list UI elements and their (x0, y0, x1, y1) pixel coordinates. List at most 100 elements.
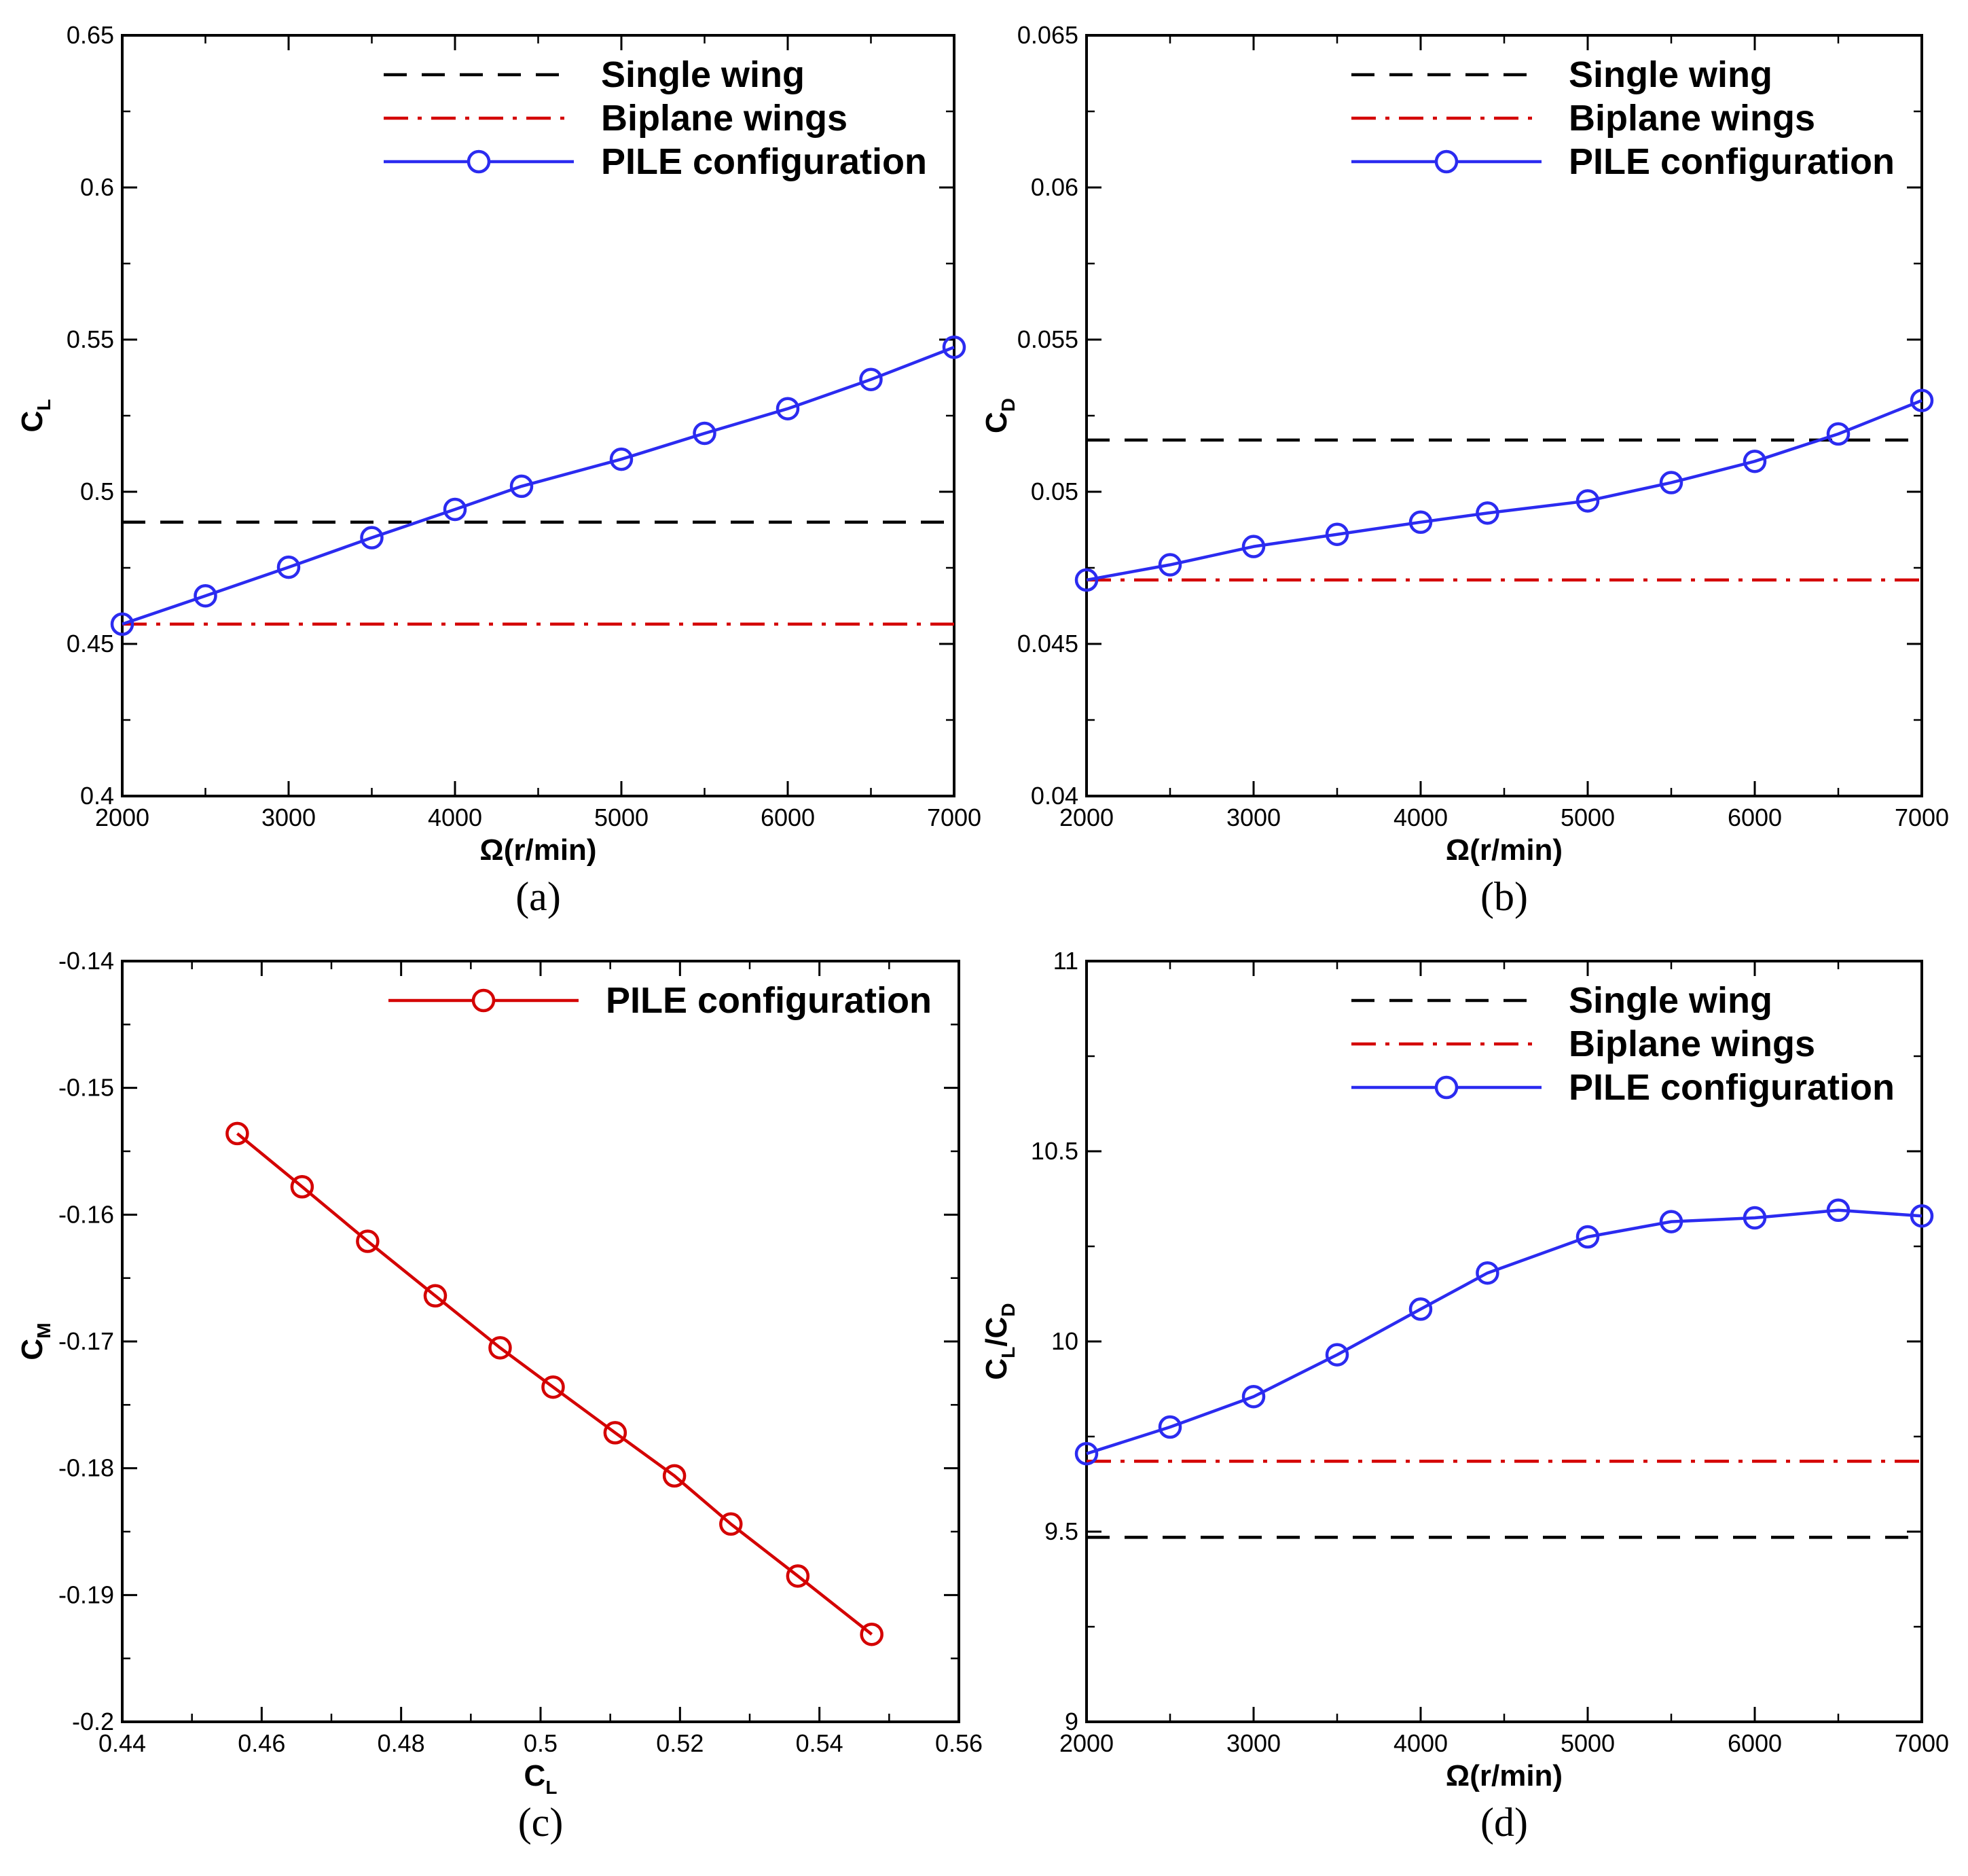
data-point (1241, 535, 1266, 558)
x-tick-label: 2000 (95, 804, 149, 831)
legend-label: PILE configuration (1569, 1067, 1895, 1108)
y-tick-label: 0.45 (67, 630, 114, 657)
legend-marker (467, 149, 491, 174)
x-tick-label: 7000 (1895, 1729, 1949, 1757)
y-axis-label: CL/CD (980, 1303, 1019, 1379)
data-point (1408, 510, 1433, 535)
data-point (194, 583, 217, 608)
series-pile-configuration (1074, 1198, 1934, 1466)
y-tick-label: 0.055 (1017, 325, 1078, 353)
y-tick-label: 0.065 (1017, 21, 1078, 49)
x-axis-label: CL (524, 1759, 558, 1798)
x-tick-label: 2000 (1059, 1729, 1114, 1757)
legend-label: Single wing (601, 54, 805, 95)
legend-marker (1434, 1075, 1459, 1100)
panel-caption: (c) (518, 1800, 564, 1845)
x-axis-label: Ω(r/min) (479, 833, 596, 867)
legend-label: PILE configuration (606, 980, 932, 1021)
data-point (609, 447, 634, 471)
panel-caption: (d) (1480, 1800, 1528, 1845)
data-point (942, 335, 966, 359)
y-tick-label: 0.04 (1031, 782, 1078, 810)
chart-panel-c: 0.44 0.46 0.48 0.5 0.52 0.54 0.56 -0.2 -0.19 -0.1… (16, 947, 983, 1845)
series-line (122, 346, 955, 626)
series-pile-configuration (110, 335, 966, 636)
data-point (276, 555, 301, 579)
x-tick-label: 2000 (1059, 804, 1114, 831)
legend-label: PILE configuration (1569, 141, 1895, 182)
y-tick-label: -0.16 (58, 1200, 114, 1228)
data-point (860, 1622, 883, 1646)
data-point (1659, 1210, 1683, 1233)
data-point (443, 497, 467, 522)
data-point (719, 1512, 743, 1536)
data-point (1074, 1441, 1099, 1466)
data-point (1743, 449, 1767, 473)
y-tick-label: 10.5 (1031, 1137, 1078, 1165)
y-tick-label: 0.6 (80, 173, 114, 201)
x-tick-label: 5000 (1561, 1729, 1615, 1757)
legend-label: PILE configuration (601, 141, 927, 182)
data-point (786, 1564, 810, 1588)
x-tick-label: 5000 (1561, 804, 1615, 831)
x-tick-label: 4000 (1393, 1729, 1448, 1757)
x-tick-label: 0.52 (656, 1729, 704, 1757)
legend-label: Biplane wings (601, 98, 848, 139)
y-tick-label: -0.2 (72, 1708, 114, 1735)
x-tick-label: 4000 (428, 804, 482, 831)
x-tick-label: 4000 (1393, 804, 1448, 831)
data-point (423, 1284, 448, 1308)
data-point (509, 474, 534, 499)
y-tick-label: -0.17 (58, 1327, 114, 1355)
x-tick-label: 6000 (761, 804, 815, 831)
y-tick-label: -0.19 (58, 1581, 114, 1608)
data-point (1241, 1384, 1266, 1409)
data-point (1325, 1343, 1349, 1367)
x-tick-label: 3000 (1226, 804, 1281, 831)
y-tick-label: 0.045 (1017, 630, 1078, 657)
legend-label: Single wing (1569, 54, 1772, 95)
y-tick-label: 0.65 (67, 21, 114, 49)
series-pile-configuration (1074, 389, 1934, 592)
series-line (1086, 1208, 1923, 1456)
x-tick-label: 0.5 (524, 1729, 558, 1757)
x-axis-label: Ω(r/min) (1446, 1759, 1563, 1792)
x-tick-label: 0.48 (378, 1729, 425, 1757)
legend-label: Biplane wings (1569, 98, 1815, 139)
y-tick-label: -0.18 (58, 1454, 114, 1482)
data-point (360, 526, 384, 549)
data-point (1659, 471, 1683, 494)
data-point (1158, 1415, 1182, 1439)
data-point (1575, 489, 1600, 513)
y-tick-label: 0.06 (1031, 173, 1078, 201)
x-tick-label: 0.44 (98, 1729, 146, 1757)
legend-label: Single wing (1569, 980, 1772, 1021)
series-line (1086, 399, 1923, 582)
data-point (1325, 522, 1349, 546)
data-point (1826, 1198, 1851, 1223)
data-point (1743, 1206, 1767, 1230)
y-tick-label: 10 (1051, 1327, 1078, 1355)
y-tick-label: 11 (1053, 947, 1078, 975)
x-tick-label: 3000 (261, 804, 316, 831)
data-point (290, 1175, 314, 1199)
y-axis-label: CL (16, 399, 54, 433)
x-tick-label: 7000 (927, 804, 981, 831)
y-tick-label: -0.15 (58, 1074, 114, 1102)
data-point (110, 612, 134, 636)
x-tick-label: 0.54 (796, 1729, 843, 1757)
y-axis-label: CM (16, 1322, 54, 1360)
data-point (603, 1421, 627, 1445)
y-tick-label: 9.5 (1044, 1517, 1078, 1545)
x-tick-label: 0.56 (935, 1729, 983, 1757)
x-axis-label: Ω(r/min) (1446, 833, 1563, 867)
y-tick-label: 0.4 (80, 782, 114, 810)
x-tick-label: 7000 (1895, 804, 1949, 831)
data-point (1910, 389, 1934, 412)
plot-frame (121, 960, 960, 1723)
y-tick-label: 0.55 (67, 325, 114, 353)
